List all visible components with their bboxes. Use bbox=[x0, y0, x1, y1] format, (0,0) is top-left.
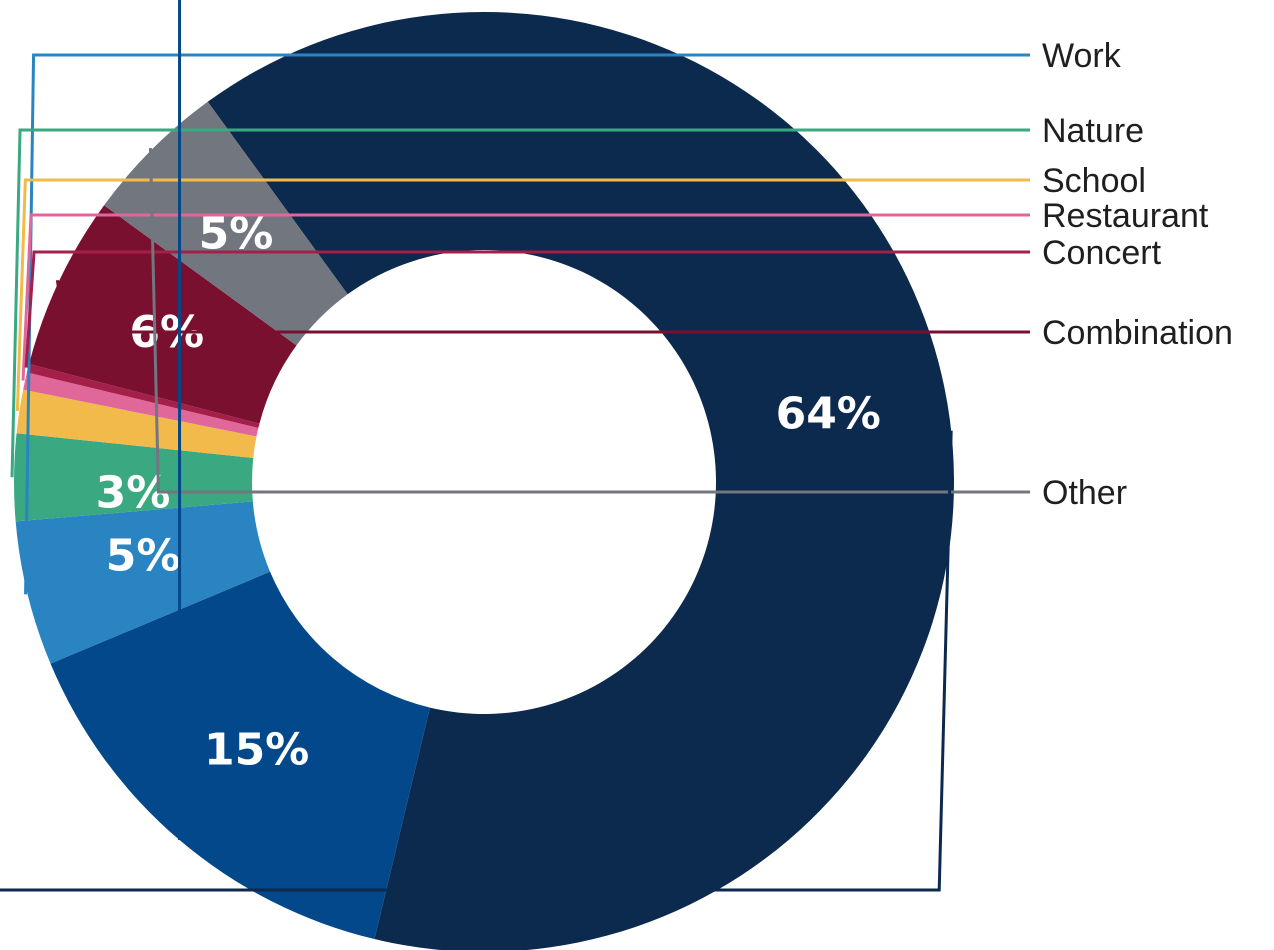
legend-label-work: Work bbox=[1042, 37, 1122, 75]
data-label-transit: 15% bbox=[204, 724, 309, 775]
slice-home bbox=[207, 12, 954, 950]
slice-work bbox=[15, 501, 271, 664]
slice-other bbox=[104, 101, 348, 346]
legend-line-school bbox=[15, 178, 1030, 412]
slice-school bbox=[16, 389, 257, 458]
data-label-work: 5% bbox=[106, 531, 181, 582]
slice-transit bbox=[50, 571, 430, 940]
legend-label-nature: Nature bbox=[1042, 112, 1144, 150]
slice-concert bbox=[26, 363, 260, 428]
legend-label-concert: Concert bbox=[1042, 234, 1162, 272]
legend-line-nature bbox=[10, 128, 1030, 478]
legend-label-school: School bbox=[1042, 162, 1146, 200]
slice-combination bbox=[29, 205, 297, 424]
legend-line-restaurant bbox=[21, 213, 1030, 381]
legend-label-restaurant: Restaurant bbox=[1042, 197, 1209, 235]
slice-nature bbox=[14, 433, 254, 522]
data-label-home: 64% bbox=[776, 388, 881, 439]
callout-line-home bbox=[0, 430, 953, 892]
legend-label-other: Other bbox=[1042, 474, 1127, 512]
slice-restaurant bbox=[23, 372, 259, 437]
legend-line-combination bbox=[55, 279, 1030, 334]
legend-line-work bbox=[24, 53, 1030, 595]
legend-line-other bbox=[148, 148, 1030, 494]
legend-line-concert bbox=[24, 250, 1030, 368]
legend-label-combination: Combination bbox=[1042, 314, 1233, 352]
